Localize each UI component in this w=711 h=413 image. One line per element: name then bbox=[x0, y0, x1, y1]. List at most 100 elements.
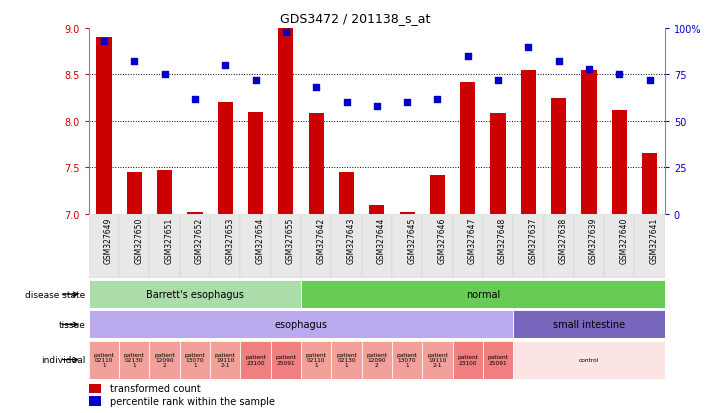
Text: tissue: tissue bbox=[58, 320, 85, 329]
Bar bbox=[520, 71, 536, 214]
Point bbox=[341, 100, 352, 107]
Bar bbox=[271, 341, 301, 379]
Text: GSM327655: GSM327655 bbox=[286, 218, 295, 264]
Bar bbox=[331, 214, 362, 278]
Text: GSM327640: GSM327640 bbox=[619, 218, 629, 264]
Bar bbox=[89, 396, 101, 406]
Bar bbox=[149, 341, 180, 379]
Bar bbox=[301, 280, 665, 309]
Bar bbox=[392, 341, 422, 379]
Bar bbox=[210, 214, 240, 278]
Text: GSM327641: GSM327641 bbox=[650, 218, 658, 263]
Bar bbox=[240, 214, 271, 278]
Bar bbox=[483, 214, 513, 278]
Point bbox=[250, 78, 261, 84]
Bar bbox=[301, 341, 331, 379]
Text: normal: normal bbox=[466, 290, 500, 299]
Point bbox=[493, 78, 504, 84]
Point bbox=[371, 104, 383, 110]
Bar bbox=[574, 214, 604, 278]
Text: Barrett's esophagus: Barrett's esophagus bbox=[146, 290, 244, 299]
Text: patient
19110
2-1: patient 19110 2-1 bbox=[215, 352, 236, 368]
Point bbox=[402, 100, 413, 107]
Bar bbox=[551, 98, 566, 214]
Bar bbox=[309, 114, 324, 214]
Text: GSM327646: GSM327646 bbox=[437, 218, 447, 264]
Bar bbox=[392, 214, 422, 278]
Bar bbox=[89, 384, 101, 394]
Point bbox=[644, 78, 656, 84]
Bar bbox=[210, 341, 240, 379]
Text: esophagus: esophagus bbox=[274, 320, 328, 330]
Bar bbox=[149, 214, 180, 278]
Bar bbox=[513, 311, 665, 339]
Bar bbox=[611, 111, 627, 214]
Bar bbox=[89, 311, 513, 339]
Point bbox=[553, 59, 565, 66]
Text: GDS3472 / 201138_s_at: GDS3472 / 201138_s_at bbox=[280, 12, 431, 25]
Text: disease state: disease state bbox=[25, 290, 85, 299]
Point bbox=[523, 44, 534, 51]
Bar bbox=[180, 341, 210, 379]
Text: control: control bbox=[579, 357, 599, 362]
Text: GSM327642: GSM327642 bbox=[316, 218, 325, 263]
Text: patient
13070
1: patient 13070 1 bbox=[397, 352, 417, 368]
Text: patient
25091: patient 25091 bbox=[488, 354, 508, 365]
Bar bbox=[362, 341, 392, 379]
Text: patient
12090
2: patient 12090 2 bbox=[366, 352, 387, 368]
Bar bbox=[491, 114, 506, 214]
Text: patient
13070
1: patient 13070 1 bbox=[185, 352, 205, 368]
Bar bbox=[369, 205, 385, 214]
Text: patient
02110
1: patient 02110 1 bbox=[306, 352, 326, 368]
Text: GSM327647: GSM327647 bbox=[468, 218, 477, 264]
Point bbox=[98, 38, 109, 45]
Text: GSM327637: GSM327637 bbox=[528, 218, 538, 264]
Bar bbox=[362, 214, 392, 278]
Text: patient
23100: patient 23100 bbox=[245, 354, 266, 365]
Point bbox=[129, 59, 140, 66]
Bar bbox=[157, 171, 172, 214]
Bar bbox=[119, 341, 149, 379]
Text: patient
02130
1: patient 02130 1 bbox=[124, 352, 145, 368]
Bar bbox=[430, 176, 445, 214]
Point bbox=[614, 72, 625, 78]
Point bbox=[220, 63, 231, 69]
Bar bbox=[543, 214, 574, 278]
Bar bbox=[89, 214, 119, 278]
Text: GSM327653: GSM327653 bbox=[225, 218, 235, 264]
Bar bbox=[483, 341, 513, 379]
Point bbox=[159, 72, 171, 78]
Text: patient
25091: patient 25091 bbox=[275, 354, 296, 365]
Text: GSM327643: GSM327643 bbox=[346, 218, 356, 264]
Point bbox=[189, 96, 201, 103]
Text: patient
23100: patient 23100 bbox=[457, 354, 479, 365]
Point bbox=[462, 53, 474, 60]
Bar bbox=[218, 103, 233, 214]
Text: individual: individual bbox=[41, 355, 85, 364]
Bar bbox=[180, 214, 210, 278]
Bar bbox=[240, 341, 271, 379]
Bar bbox=[301, 214, 331, 278]
Text: patient
02110
1: patient 02110 1 bbox=[94, 352, 114, 368]
Bar bbox=[278, 29, 294, 214]
Text: patient
19110
2-1: patient 19110 2-1 bbox=[427, 352, 448, 368]
Text: GSM327654: GSM327654 bbox=[255, 218, 264, 264]
Point bbox=[311, 85, 322, 92]
Text: GSM327638: GSM327638 bbox=[559, 218, 567, 263]
Bar bbox=[453, 214, 483, 278]
Bar bbox=[89, 341, 119, 379]
Bar bbox=[422, 341, 453, 379]
Bar bbox=[513, 341, 665, 379]
Text: GSM327651: GSM327651 bbox=[165, 218, 173, 263]
Bar bbox=[188, 213, 203, 214]
Bar bbox=[339, 173, 354, 214]
Point bbox=[280, 29, 292, 36]
Text: GSM327652: GSM327652 bbox=[195, 218, 204, 263]
Point bbox=[583, 66, 594, 73]
Text: GSM327650: GSM327650 bbox=[134, 218, 144, 264]
Bar bbox=[582, 71, 597, 214]
Bar bbox=[97, 38, 112, 214]
Bar bbox=[460, 83, 476, 214]
Bar bbox=[634, 214, 665, 278]
Bar bbox=[119, 214, 149, 278]
